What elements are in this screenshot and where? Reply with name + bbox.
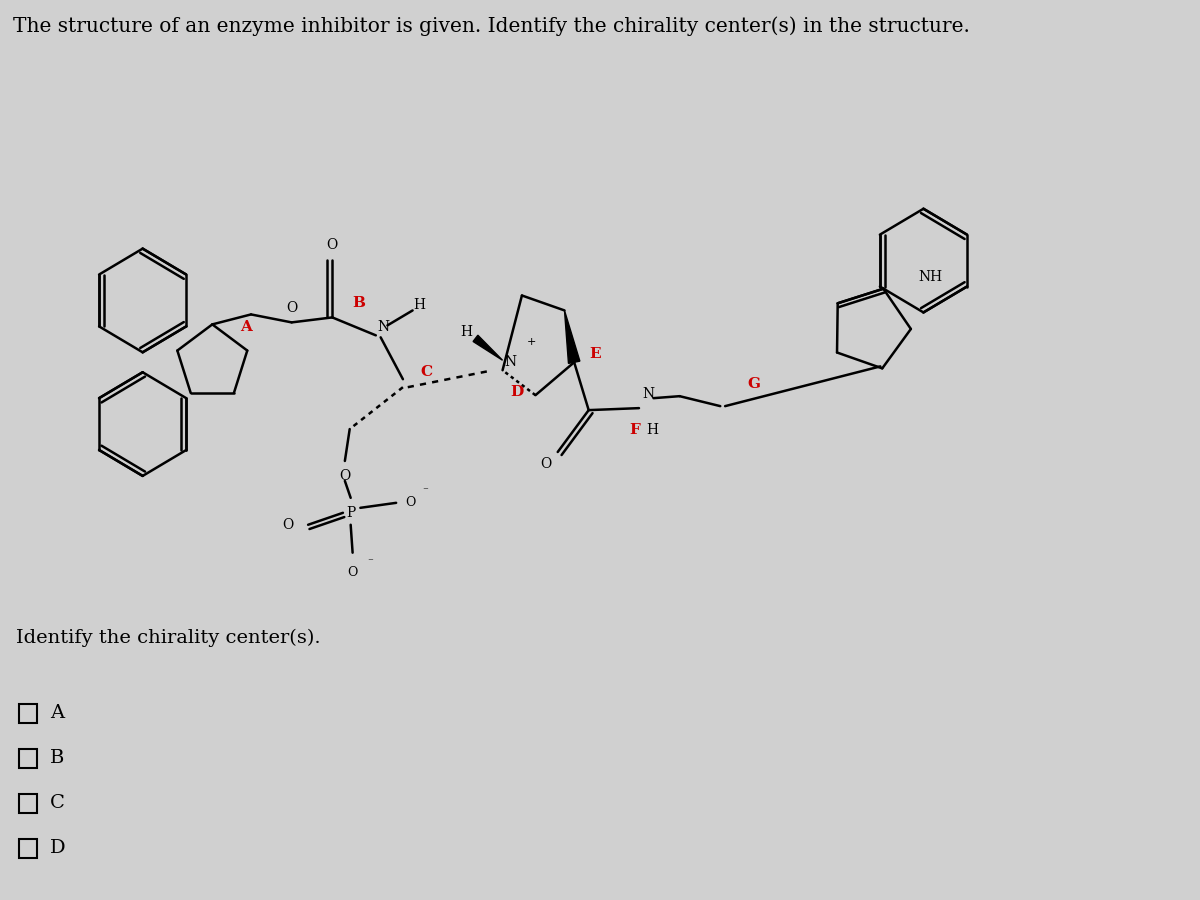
Text: E: E (589, 347, 601, 361)
Text: H: H (413, 299, 425, 312)
Polygon shape (564, 310, 580, 364)
FancyBboxPatch shape (19, 839, 37, 858)
Text: +: + (527, 338, 536, 347)
FancyBboxPatch shape (19, 749, 37, 768)
Text: A: A (240, 320, 252, 335)
Text: B: B (49, 749, 64, 767)
Text: Identify the chirality center(s).: Identify the chirality center(s). (16, 628, 320, 646)
Text: O: O (348, 566, 358, 579)
Text: H: H (460, 326, 472, 339)
Text: N: N (378, 320, 390, 335)
Text: F: F (630, 423, 641, 437)
Text: The structure of an enzyme inhibitor is given. Identify the chirality center(s) : The structure of an enzyme inhibitor is … (13, 16, 970, 36)
FancyBboxPatch shape (19, 794, 37, 813)
FancyBboxPatch shape (19, 704, 37, 724)
Text: O: O (406, 496, 416, 509)
Text: A: A (49, 704, 64, 722)
Text: NH: NH (918, 269, 942, 284)
Text: B: B (352, 296, 365, 310)
Text: N: N (504, 356, 516, 369)
Polygon shape (473, 335, 503, 360)
Text: D: D (510, 385, 523, 400)
Text: C: C (420, 365, 432, 379)
Text: O: O (340, 469, 350, 483)
Text: ⁻: ⁻ (367, 558, 373, 568)
Text: ⁻: ⁻ (422, 486, 428, 496)
Text: O: O (282, 518, 294, 532)
Text: C: C (49, 794, 65, 812)
Text: O: O (540, 457, 552, 471)
Text: G: G (748, 377, 761, 392)
Text: H: H (647, 423, 659, 437)
Text: N: N (643, 387, 655, 401)
Text: O: O (286, 302, 298, 315)
Text: O: O (326, 238, 338, 252)
Text: P: P (346, 506, 355, 520)
Text: D: D (49, 839, 65, 857)
